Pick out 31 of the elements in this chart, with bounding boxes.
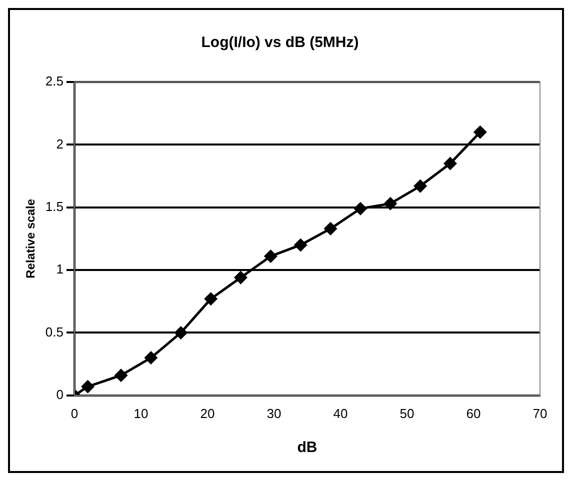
point xyxy=(414,180,427,192)
point xyxy=(294,238,307,252)
x-tick-label: 10 xyxy=(134,406,148,421)
x-tick-label: 70 xyxy=(532,406,548,421)
y-axis-title: Relative scale xyxy=(24,198,38,278)
point xyxy=(384,197,397,210)
x-tick-label: 20 xyxy=(200,406,215,421)
x-tick-label: 40 xyxy=(333,406,348,421)
x-tick-label: 50 xyxy=(400,406,414,421)
chart-title: Log(I/Io) vs dB (5MHz) xyxy=(201,34,359,52)
point xyxy=(444,157,456,170)
y-tick-label: 2.5 xyxy=(45,74,64,89)
x-axis-title: dB xyxy=(297,439,318,456)
point xyxy=(234,271,247,284)
y-tick-label: 1 xyxy=(56,262,64,277)
point xyxy=(114,369,128,382)
x-tick-label: 60 xyxy=(466,406,481,421)
point xyxy=(82,380,94,393)
point xyxy=(264,250,277,262)
x-tick-label: 0 xyxy=(70,406,78,421)
y-tick-label: 0 xyxy=(56,386,64,402)
point xyxy=(144,352,158,364)
point xyxy=(324,222,337,235)
point xyxy=(474,126,486,138)
point xyxy=(204,292,218,306)
y-tick-label: 2 xyxy=(56,136,64,152)
y-tick-label: 1.5 xyxy=(45,198,64,214)
x-tick-label: 30 xyxy=(266,406,282,421)
point xyxy=(174,326,188,339)
y-tick-label: 0.5 xyxy=(45,324,64,340)
point xyxy=(354,202,367,215)
